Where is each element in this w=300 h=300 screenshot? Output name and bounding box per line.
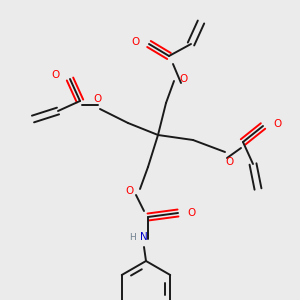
Text: O: O — [126, 186, 134, 196]
Text: O: O — [94, 94, 102, 104]
Text: O: O — [52, 70, 60, 80]
Text: O: O — [273, 119, 281, 129]
Text: H: H — [129, 232, 135, 242]
Text: N: N — [140, 232, 148, 242]
Text: O: O — [180, 74, 188, 84]
Text: O: O — [225, 157, 233, 167]
Text: O: O — [188, 208, 196, 218]
Text: O: O — [131, 37, 139, 47]
